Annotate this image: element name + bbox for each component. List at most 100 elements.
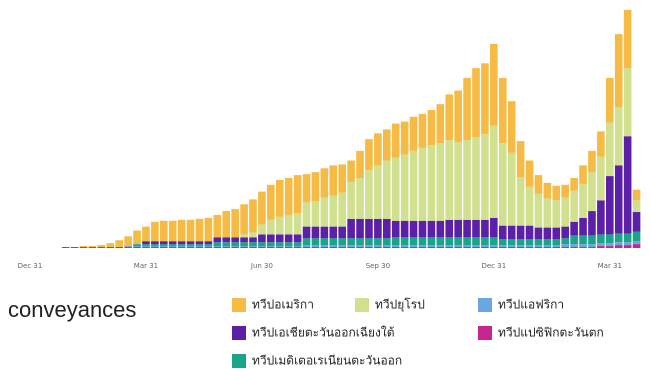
bar-segment <box>516 245 525 248</box>
bar-segment <box>374 165 382 219</box>
bar-segment <box>151 241 159 245</box>
bar-segment <box>302 247 311 248</box>
bar-segment <box>472 237 480 246</box>
bar-segment <box>275 179 284 217</box>
bar-segment <box>115 247 123 248</box>
bar-segment <box>400 154 409 221</box>
bar-segment <box>391 123 400 158</box>
bar-segment <box>160 244 168 247</box>
bar-segment <box>275 242 284 247</box>
bar-segment <box>186 246 195 248</box>
bar-segment <box>222 247 231 248</box>
bar-segment <box>614 34 623 108</box>
bar-segment <box>258 246 266 248</box>
bar-segment <box>436 143 445 221</box>
bar-segment <box>284 242 293 247</box>
bar-segment <box>106 243 115 248</box>
bar-segment <box>507 225 516 240</box>
bar-segment <box>543 227 552 240</box>
bar-segment <box>516 177 525 226</box>
bar-segment <box>320 247 329 248</box>
bar-segment <box>142 247 150 248</box>
bar-segment <box>579 235 587 245</box>
bar-segment <box>275 247 284 248</box>
bar-segment <box>606 246 614 248</box>
bar-segment <box>222 246 231 248</box>
bar-segment <box>436 247 445 248</box>
bar-segment <box>463 219 471 238</box>
bar-segment <box>427 109 436 145</box>
bar-segment <box>454 90 462 143</box>
bar-segment <box>561 226 569 239</box>
bar-segment <box>311 226 320 239</box>
bar-segment <box>632 212 641 232</box>
bar-segment <box>374 133 382 166</box>
bar-segment <box>409 116 418 151</box>
bar-segment <box>534 193 543 228</box>
bar-segment <box>552 239 561 246</box>
bar-segment <box>240 242 248 247</box>
bar-segment <box>213 242 222 247</box>
bar-segment <box>391 237 400 246</box>
bar-segment <box>177 246 186 248</box>
bar-segment <box>561 184 569 198</box>
bar-segment <box>507 247 516 248</box>
bar-segment <box>588 244 596 248</box>
bar-segment <box>177 247 186 248</box>
bar-segment <box>160 220 168 242</box>
legend-swatch <box>232 326 246 340</box>
bar-segment <box>79 247 88 248</box>
bar-segment <box>365 245 373 248</box>
bar-segment <box>534 245 543 248</box>
bar-segment <box>597 200 605 235</box>
bar-segment <box>186 247 195 248</box>
bar-segment <box>338 226 346 239</box>
bar-segment <box>168 247 177 248</box>
bar-segment <box>267 234 275 243</box>
bar-segment <box>400 247 409 248</box>
bar-segment <box>597 131 605 157</box>
bar-segment <box>258 242 266 247</box>
bar-segment <box>177 244 186 247</box>
bar-segment <box>249 246 257 248</box>
bar-segment <box>436 245 445 248</box>
chart-title: conveyances <box>8 297 136 322</box>
bar-segment <box>597 156 605 201</box>
bar-segment <box>383 238 391 246</box>
bar-segment <box>168 244 177 247</box>
bar-segment <box>204 244 213 247</box>
bar-segment <box>516 141 525 178</box>
bar-segment <box>507 239 516 246</box>
bar-segment <box>258 234 266 243</box>
bar-segment <box>606 77 614 123</box>
x-tick-label: Jun 30 <box>250 262 273 270</box>
bar-segment <box>400 245 409 248</box>
bar-segment <box>374 218 382 239</box>
bar-segment <box>427 220 436 238</box>
bar-segment <box>454 219 462 238</box>
bar-segment <box>284 246 293 248</box>
bar-segment <box>463 140 471 220</box>
bar-segment <box>338 245 346 248</box>
bar-segment <box>311 245 320 248</box>
bar-segment <box>347 181 355 219</box>
x-tick-label: Mar 31 <box>598 262 622 270</box>
bar-segment <box>267 242 275 247</box>
bar-segment <box>293 234 302 243</box>
bar-segment <box>525 245 534 248</box>
bar-segment <box>240 204 248 235</box>
bar-segment <box>383 218 391 239</box>
bar-segment <box>463 77 471 141</box>
bar-segment <box>391 157 400 221</box>
bar-segment <box>151 246 159 248</box>
bar-segment <box>231 246 239 248</box>
bar-segment <box>472 219 480 238</box>
bar-segment <box>213 246 222 248</box>
bar-segment <box>525 225 534 240</box>
bar-segment <box>311 201 320 227</box>
bar-segment <box>623 68 632 137</box>
bar-segment <box>418 147 427 221</box>
bar-segment <box>195 218 204 242</box>
legend-swatch <box>355 298 369 312</box>
